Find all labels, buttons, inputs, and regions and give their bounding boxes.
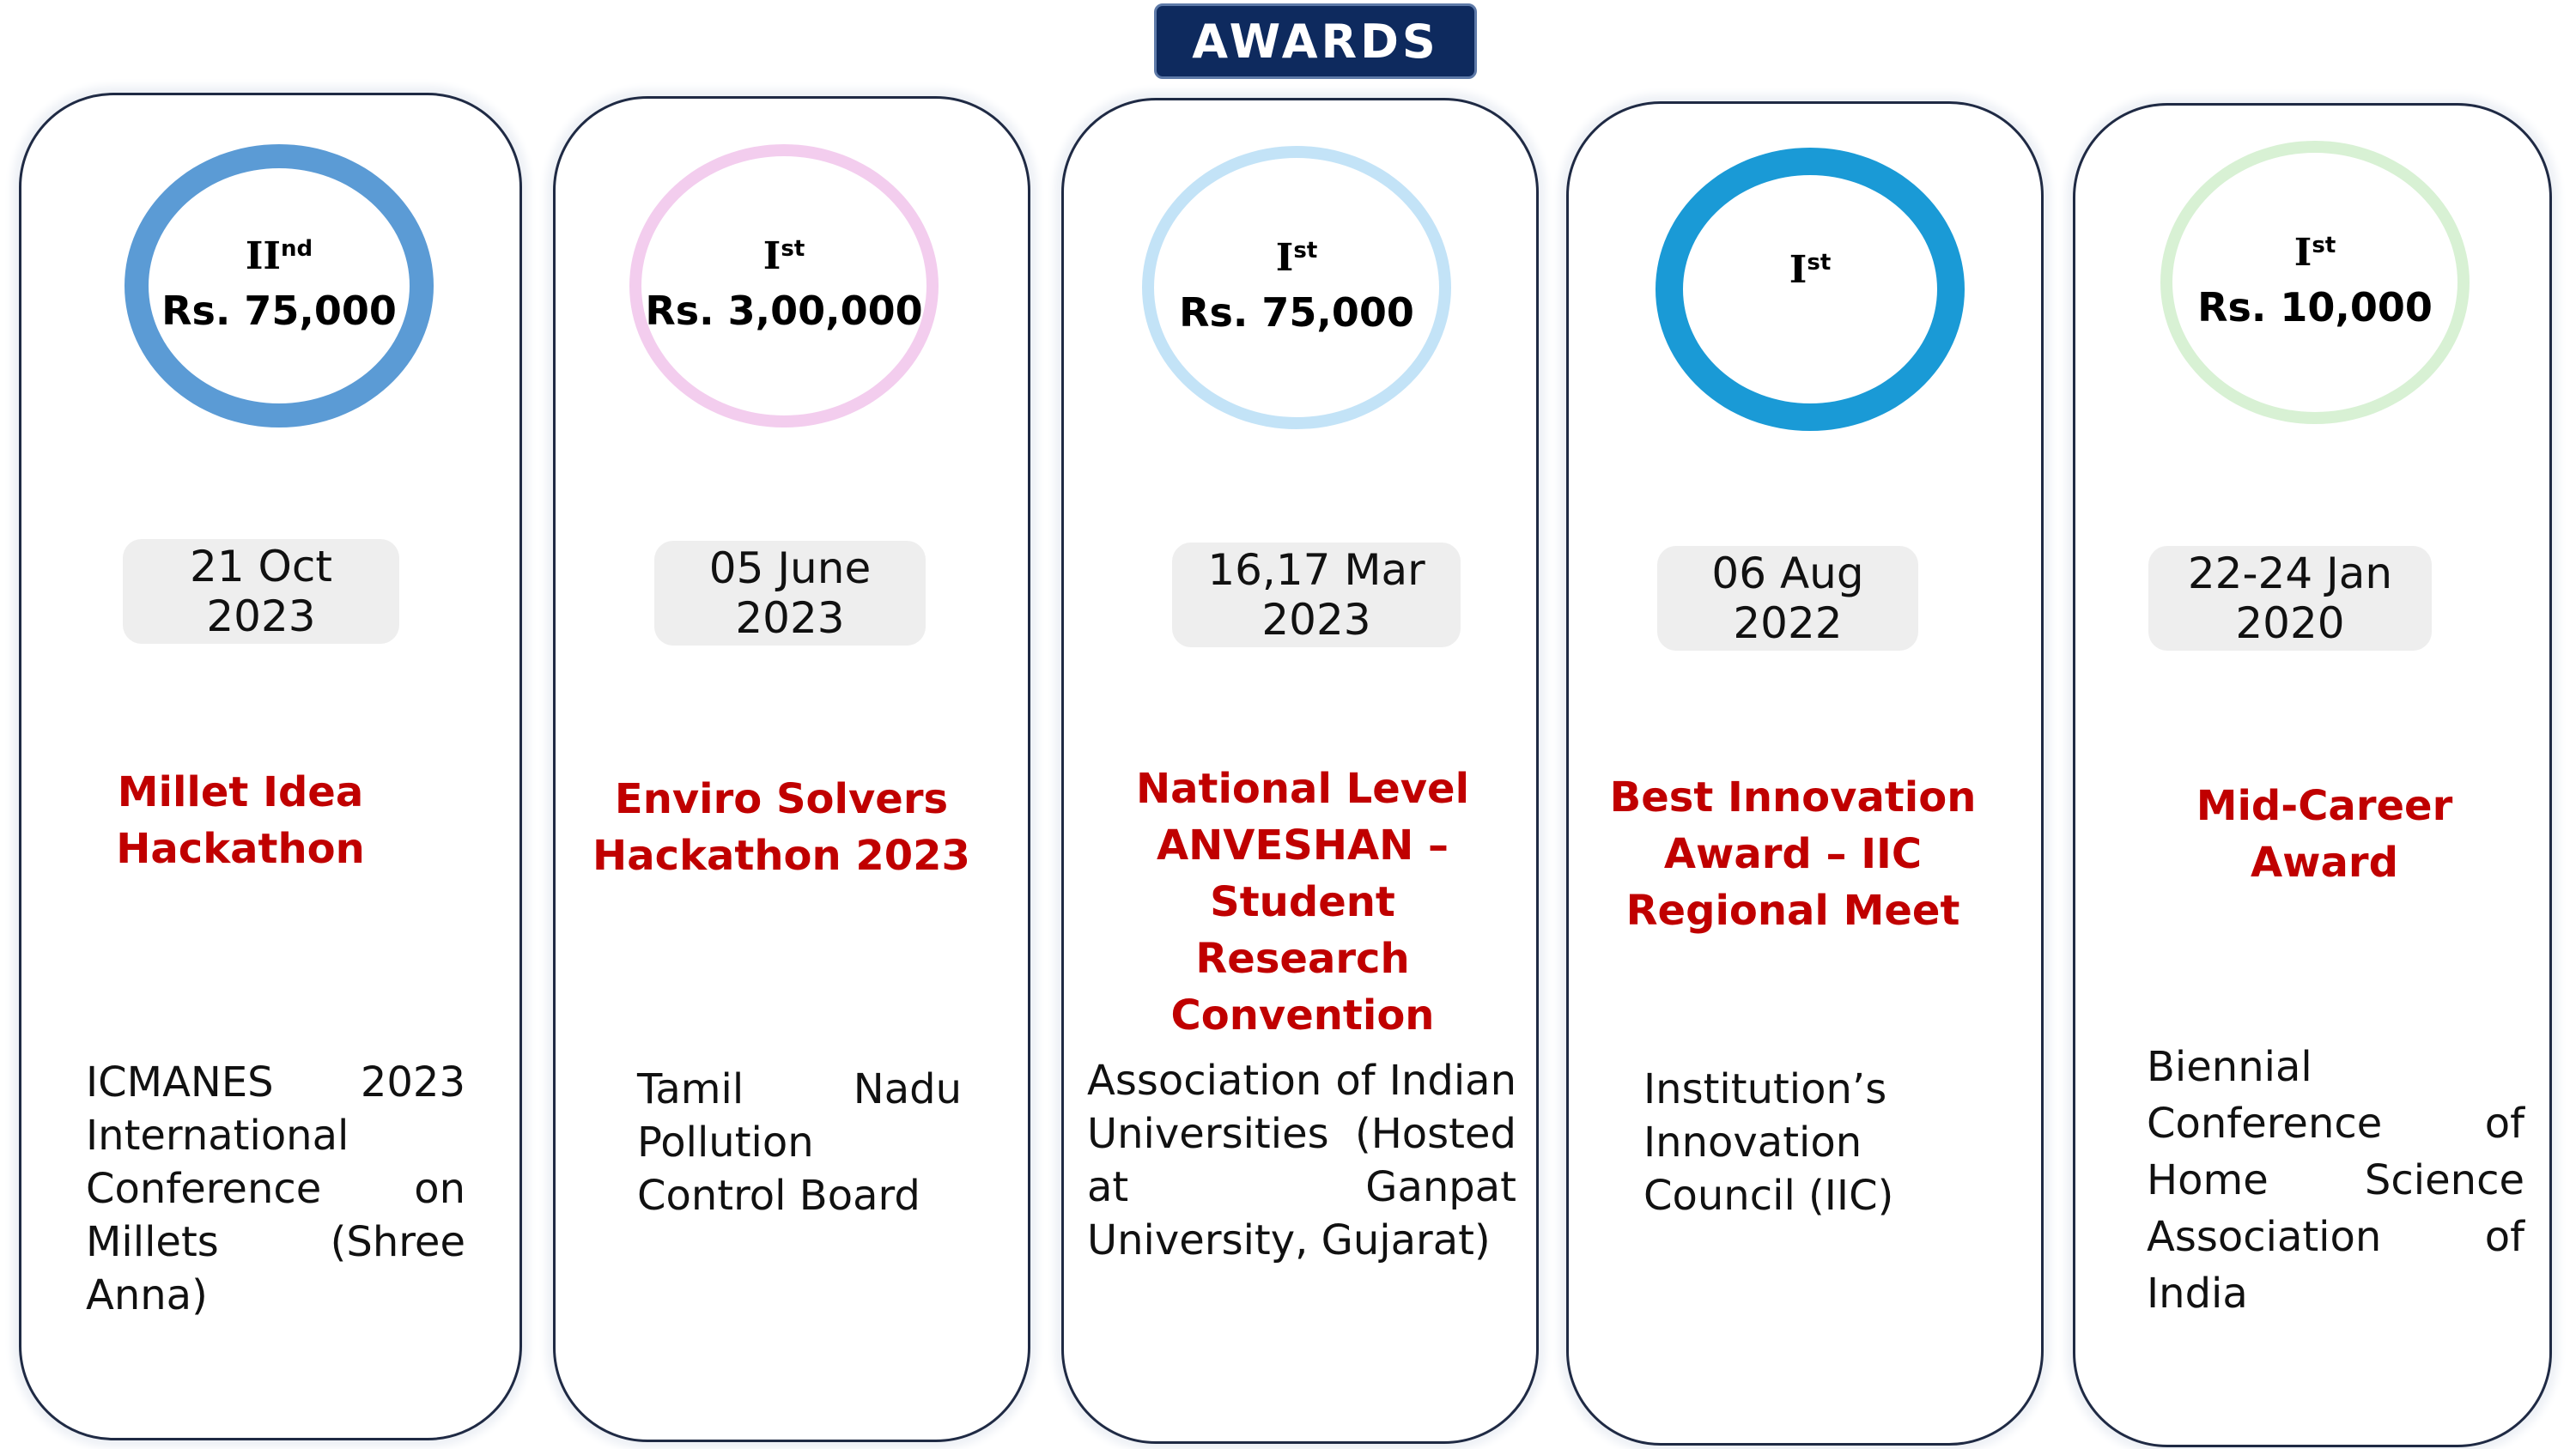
award-title-5: Mid-Career Award xyxy=(2196,782,2453,887)
rank-ring-5: Ist Rs. 10,000 xyxy=(2160,141,2470,424)
award-organizer-5: Biennial Conference of Home Science Asso… xyxy=(2147,1043,2524,1318)
rank-ring-4: Ist xyxy=(1656,148,1965,431)
rank-label-3: Ist xyxy=(1275,236,1318,280)
award-organizer-2: Tamil Nadu Pollution Control Board xyxy=(637,1065,962,1220)
award-organizer-4: Institution’s Innovation Council (IIC) xyxy=(1643,1065,1894,1220)
rank-label-1: IInd xyxy=(245,234,313,278)
rank-label-5: Ist xyxy=(2293,231,2336,275)
date-badge-2: 05 June 2023 xyxy=(654,541,926,646)
award-title-1: Millet Idea Hackathon xyxy=(116,768,365,873)
prize-amount-1: Rs. 75,000 xyxy=(161,288,397,334)
rank-ring-1: IInd Rs. 75,000 xyxy=(125,144,434,427)
rank-label-4: Ist xyxy=(1789,248,1832,292)
page-title: AWARDS xyxy=(1192,14,1439,69)
rank-ring-2: Ist Rs. 3,00,000 xyxy=(629,144,939,427)
award-title-3: National Level ANVESHAN – Student Resear… xyxy=(1135,765,1470,1040)
date-badge-1: 21 Oct 2023 xyxy=(123,539,399,644)
award-organizer-3: Association of Indian Universities (Host… xyxy=(1087,1057,1516,1264)
rank-ring-3: Ist Rs. 75,000 xyxy=(1142,146,1451,429)
rank-label-2: Ist xyxy=(762,234,805,278)
date-badge-5: 22-24 Jan 2020 xyxy=(2148,546,2432,651)
award-organizer-1: ICMANES 2023 International Conference on… xyxy=(86,1058,465,1319)
prize-amount-3: Rs. 75,000 xyxy=(1179,289,1414,336)
awards-banner: AWARDS xyxy=(1154,3,1477,79)
award-title-2: Enviro Solvers Hackathon 2023 xyxy=(592,775,970,880)
date-badge-3: 16,17 Mar 2023 xyxy=(1172,543,1461,647)
date-badge-4: 06 Aug 2022 xyxy=(1657,546,1918,651)
prize-amount-2: Rs. 3,00,000 xyxy=(645,288,923,334)
award-title-4: Best Innovation Award – IIC Regional Mee… xyxy=(1609,773,1977,935)
prize-amount-5: Rs. 10,000 xyxy=(2197,284,2433,330)
